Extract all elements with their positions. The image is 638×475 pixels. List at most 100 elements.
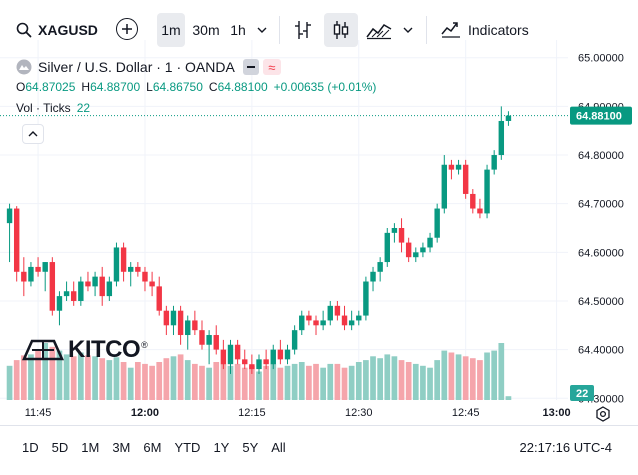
volume-bar	[491, 350, 498, 400]
compare-symbol-button[interactable]	[116, 18, 138, 40]
candle-body	[227, 344, 234, 365]
legend-title-row[interactable]: Silver / U.S. Dollar · 1 · OANDA ≈	[16, 58, 281, 76]
candle-body	[256, 359, 262, 370]
candle-body	[56, 296, 63, 311]
settings-icon[interactable]	[595, 406, 611, 422]
symbol-name[interactable]: XAGUSD	[38, 22, 98, 38]
candle-body	[313, 320, 319, 326]
chevron-down-icon[interactable]	[254, 18, 270, 42]
candle-body	[356, 315, 362, 321]
candle-body	[113, 247, 120, 282]
volume-bar	[142, 363, 148, 400]
time-axis[interactable]: 11:45 12:00 12:15 12:30 12:45 13:00	[25, 407, 571, 419]
volume-bar	[249, 365, 255, 400]
candle-body	[42, 262, 48, 272]
last-volume-badge: 22	[570, 385, 594, 401]
kitco-wordmark: KITCO	[68, 336, 141, 363]
price-axis[interactable]: 65.0000064.9000064.8000064.7000064.60000…	[578, 53, 624, 406]
chevron-down-icon[interactable]	[400, 18, 416, 42]
candle-body	[35, 266, 41, 272]
volume-bar	[213, 362, 220, 400]
candle-body	[270, 349, 276, 365]
time-tick-label: 13:00	[543, 407, 571, 419]
candle-body	[249, 364, 255, 370]
volume-bar	[469, 358, 476, 400]
volume-bar	[13, 360, 20, 400]
time-tick-label: 12:30	[345, 407, 373, 419]
candle-body	[78, 281, 84, 301]
volume-bar	[320, 367, 326, 400]
data-delayed-icon[interactable]: ≈	[262, 59, 281, 75]
price-chart[interactable]: 65.0000064.9000064.8000064.7000064.60000…	[0, 40, 638, 425]
interval-30m-button[interactable]: 30m	[192, 22, 220, 38]
candle-body	[99, 276, 105, 297]
range-3m-button[interactable]: 3M	[112, 440, 131, 455]
indicators-button[interactable]: Indicators	[468, 22, 529, 38]
market-closed-icon[interactable]	[242, 59, 259, 75]
area-chart-icon[interactable]	[364, 16, 394, 44]
volume-bar	[77, 352, 84, 400]
range-1y-button[interactable]: 1Y	[213, 440, 230, 455]
range-6m-button[interactable]: 6M	[143, 440, 162, 455]
price-tick-label: 64.40000	[578, 345, 624, 357]
candlestick-chart-icon[interactable]	[324, 13, 358, 47]
range-1d-button[interactable]: 1D	[22, 440, 39, 455]
volume-bar	[163, 358, 170, 400]
silver-icon	[16, 59, 32, 75]
volume-bar	[391, 356, 398, 400]
bar-chart-icon[interactable]	[290, 16, 316, 44]
volume-bar	[177, 354, 184, 400]
candle-body	[441, 164, 448, 209]
volume-bar	[192, 363, 198, 400]
candle-body	[405, 242, 412, 258]
volume-bar	[134, 362, 141, 400]
range-5d-button[interactable]: 5D	[51, 440, 69, 455]
candle-body	[398, 228, 405, 243]
volume-bar	[106, 360, 113, 400]
volume-bar	[284, 365, 291, 400]
last-volume-label: 22	[576, 388, 588, 400]
volume-bar	[291, 363, 298, 400]
collapse-legend-button[interactable]	[22, 124, 44, 144]
volume-bar	[341, 367, 348, 400]
search-icon[interactable]	[14, 20, 34, 40]
volume-bar	[298, 362, 305, 400]
candle-body	[427, 237, 433, 248]
indicators-icon[interactable]	[440, 18, 462, 40]
volume-bar	[355, 362, 362, 400]
candle-body	[491, 155, 497, 170]
volume-bar	[455, 354, 462, 400]
volume-bar	[370, 356, 376, 400]
candle-body	[185, 320, 191, 336]
volume-bar	[220, 363, 227, 400]
timezone-clock[interactable]: 22:17:16 UTC-4	[519, 440, 613, 455]
range-ytd-button[interactable]: YTD	[174, 440, 201, 455]
interval-1h-button[interactable]: 1h	[230, 22, 246, 38]
volume-bar	[505, 396, 512, 400]
candle-body	[327, 305, 333, 321]
volume-legend[interactable]: Vol · Ticks 22	[16, 101, 90, 115]
candle-body	[192, 320, 198, 331]
range-5y-button[interactable]: 5Y	[242, 440, 259, 455]
volume-bar	[306, 365, 312, 400]
volume-bar	[384, 354, 391, 400]
candle-body	[291, 330, 298, 350]
volume-bar	[70, 356, 77, 400]
volume-bar	[227, 365, 234, 400]
low-value: 64.86750	[152, 80, 203, 94]
volume-bar	[263, 365, 269, 400]
candle-body	[106, 281, 113, 297]
interval-1m-button[interactable]: 1m	[157, 13, 185, 47]
range-all-button[interactable]: All	[271, 440, 286, 455]
candle-body	[420, 247, 426, 253]
toolbar-divider	[426, 16, 427, 44]
volume-bar	[484, 352, 490, 400]
toolbar-divider	[279, 16, 280, 44]
volume-bar	[184, 360, 191, 400]
close-value: 64.88100	[217, 80, 268, 94]
candle-body	[135, 266, 141, 272]
candle-body	[505, 115, 512, 121]
candle-body	[49, 262, 56, 311]
chevron-up-icon	[28, 131, 38, 137]
range-1m-button[interactable]: 1M	[81, 440, 100, 455]
